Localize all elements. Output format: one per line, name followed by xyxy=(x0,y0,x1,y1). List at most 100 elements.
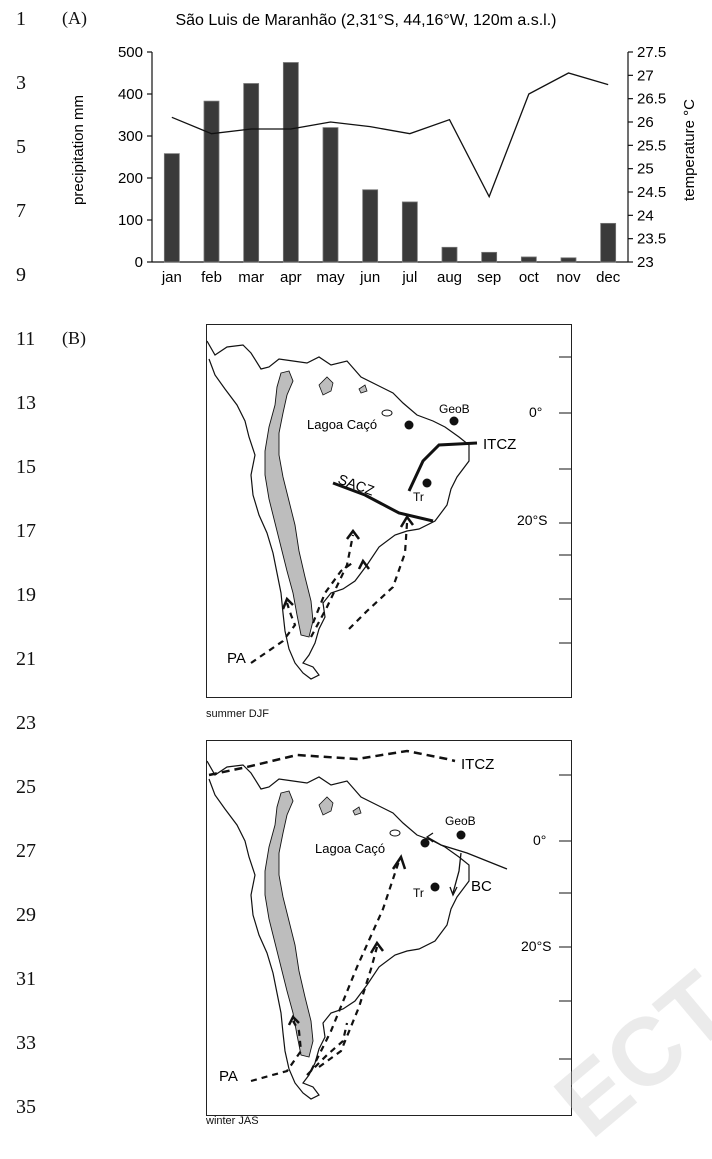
x-tick-label: apr xyxy=(280,269,302,286)
y2-tick-label: 23.5 xyxy=(637,231,666,248)
line-number: 15 xyxy=(16,456,36,478)
lat-label-0: 0° xyxy=(533,832,546,848)
climate-chart: São Luis de Maranhão (2,31°S, 44,16°W, 1… xyxy=(70,12,698,286)
precipitation-bar xyxy=(322,127,339,263)
moisture-path xyxy=(306,1022,349,1076)
moisture-path xyxy=(311,560,356,624)
winter-map-drawing: ITCZ Lagoa Caçó GeoB BC Tr PA xyxy=(206,749,571,1100)
precipitation-bar xyxy=(520,256,537,263)
winter-map: ITCZ Lagoa Caçó GeoB BC Tr PA xyxy=(206,740,572,1116)
arrow-head-icon xyxy=(281,596,294,610)
y2-axis-label: temperature °C xyxy=(681,99,698,201)
x-tick-label: feb xyxy=(201,269,222,286)
line-number: 3 xyxy=(16,72,26,94)
line-number: 23 xyxy=(16,712,36,734)
tr-site-marker xyxy=(422,478,432,488)
temperature-line xyxy=(171,72,609,199)
moisture-path xyxy=(250,1020,303,1083)
precipitation-bar xyxy=(282,62,299,263)
moisture-path xyxy=(348,522,409,630)
x-tick-label: dec xyxy=(596,269,621,286)
itcz-line xyxy=(407,441,478,492)
line-number: 25 xyxy=(16,776,36,798)
line-number: 31 xyxy=(16,968,36,990)
arrow-head-icon xyxy=(391,854,407,870)
precipitation-bar xyxy=(600,222,617,263)
geob-label: GeoB xyxy=(439,402,470,416)
precipitation-bar xyxy=(243,83,260,263)
x-tick-label: jul xyxy=(401,269,417,286)
itcz-line xyxy=(208,749,456,777)
line-number: 7 xyxy=(16,200,26,222)
y2-tick-label: 27 xyxy=(637,67,654,84)
bc-current-line xyxy=(426,836,508,870)
moisture-path xyxy=(318,946,379,1068)
precipitation-bar xyxy=(560,257,577,263)
precipitation-bar xyxy=(481,251,498,263)
lagoa-caco-site-marker xyxy=(404,420,414,430)
pa-label: PA xyxy=(227,650,246,667)
andes-highlands xyxy=(264,790,314,1058)
lagoa-caco-lake-icon xyxy=(389,829,401,837)
panel-a-label: (A) xyxy=(62,8,87,28)
arrow-head-icon xyxy=(399,514,414,528)
line-number: 17 xyxy=(16,520,36,542)
line-number: 21 xyxy=(16,648,36,670)
y-tick-label: 400 xyxy=(118,86,143,103)
line-number: 27 xyxy=(16,840,36,862)
x-tick-label: nov xyxy=(556,269,581,286)
y-tick-label: 0 xyxy=(135,254,143,271)
x-tick-label: may xyxy=(316,269,345,286)
line-number: 33 xyxy=(16,1032,36,1054)
arrow-head-icon xyxy=(425,832,434,843)
summer-map-drawing: Lagoa Caçó GeoB ITCZ SACZ Tr PA xyxy=(206,340,571,680)
precipitation-bar xyxy=(163,153,180,263)
itcz-label: ITCZ xyxy=(461,756,494,773)
x-tick-label: jan xyxy=(161,269,182,286)
precipitation-bar xyxy=(362,189,379,263)
chart-title: São Luis de Maranhão (2,31°S, 44,16°W, 1… xyxy=(175,12,556,29)
tr-label: Tr xyxy=(413,490,424,504)
geob-site-marker xyxy=(449,416,459,426)
panel-b-label: (B) xyxy=(62,328,86,348)
y-tick-label: 300 xyxy=(118,128,143,145)
x-tick-label: oct xyxy=(519,269,540,286)
y2-tick-label: 26.5 xyxy=(637,91,666,108)
summer-caption: summer DJF xyxy=(206,708,269,720)
line-number: 11 xyxy=(16,328,36,350)
summer-map: Lagoa Caçó GeoB ITCZ SACZ Tr PA xyxy=(206,324,572,698)
moisture-path xyxy=(250,602,297,664)
x-tick-label: jun xyxy=(359,269,380,286)
lat-label-20s: 20°S xyxy=(521,938,552,954)
line-number: 35 xyxy=(16,1096,36,1118)
line-number: 19 xyxy=(16,584,36,606)
precipitation-bar xyxy=(401,201,418,263)
lagoa-caco-site-marker xyxy=(420,838,430,848)
sacz-label: SACZ xyxy=(336,471,377,499)
line-number: 5 xyxy=(16,136,26,158)
itcz-label: ITCZ xyxy=(483,436,516,453)
y2-tick-label: 23 xyxy=(637,254,654,271)
arrow-head-icon xyxy=(369,940,384,954)
x-tick-label: mar xyxy=(238,269,264,286)
island xyxy=(318,376,334,396)
island xyxy=(352,806,362,816)
y2-tick-label: 25.5 xyxy=(637,137,666,154)
precipitation-bar xyxy=(441,246,458,263)
tr-label: Tr xyxy=(413,886,424,900)
y-axis-label: precipitation mm xyxy=(70,95,87,205)
arrow-head-icon xyxy=(357,558,370,570)
winter-caption: winter JAS xyxy=(206,1115,259,1127)
moisture-path xyxy=(310,860,401,1072)
y-tick-label: 200 xyxy=(118,170,143,187)
continent-outline xyxy=(206,760,470,1100)
x-tick-label: aug xyxy=(437,269,462,286)
island xyxy=(358,384,368,394)
lagoa-caco-lake-icon xyxy=(381,409,393,417)
bc-label: BC xyxy=(471,878,492,895)
line-number: 29 xyxy=(16,904,36,926)
island xyxy=(318,796,334,816)
line-number: 13 xyxy=(16,392,36,414)
lagoa-caco-label: Lagoa Caçó xyxy=(307,417,377,432)
x-tick-label: sep xyxy=(477,269,501,286)
